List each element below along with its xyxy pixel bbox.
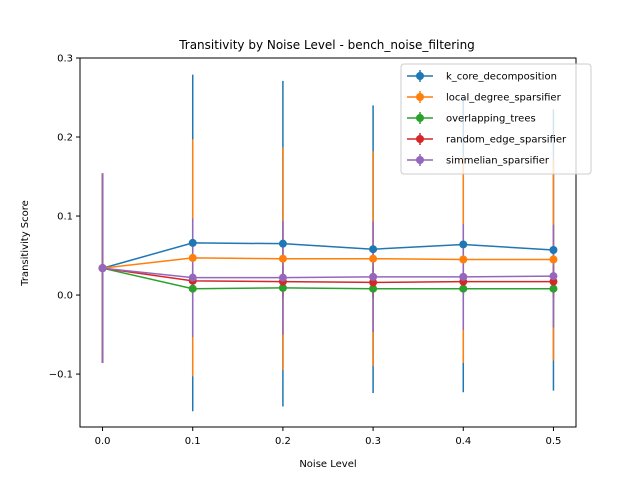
overlapping-trees-line (102, 267, 554, 290)
k-core-decomposition-point (188, 238, 197, 247)
y-tick-label: −0.1 (49, 370, 73, 381)
legend-box (400, 63, 592, 175)
k-core-decomposition-line (102, 242, 554, 269)
y-tick-label: 0.0 (57, 291, 73, 302)
local-degree-sparsifier-point (278, 254, 287, 263)
x-axis-title: Noise Level (299, 459, 356, 470)
x-tick-label: 0.2 (275, 436, 291, 447)
legend-label: overlapping_trees (446, 114, 536, 125)
k-core-decomposition-point (369, 245, 378, 254)
local-degree-sparsifier-line (102, 257, 554, 269)
legend-marker (416, 114, 424, 122)
random-edge-sparsifier-point (549, 277, 558, 286)
local-degree-sparsifier-point (369, 254, 378, 263)
overlapping-trees-point (549, 284, 558, 293)
x-tick-label: 0.3 (365, 436, 381, 447)
simmelian-sparsifier-point (549, 272, 558, 281)
x-tick-label: 0.1 (185, 436, 201, 447)
x-axis-ticks: 0.0 0.1 0.2 0.3 0.4 0.5 (95, 427, 562, 447)
local-degree-sparsifier-point (549, 255, 558, 264)
overlapping-trees-point (369, 284, 378, 293)
axes-frame (79, 57, 577, 428)
y-tick-label: 0.2 (57, 133, 73, 144)
legend-label: simmelian_sparsifier (446, 156, 550, 167)
overlapping-trees-point (459, 284, 468, 293)
legend-item-local-degree-sparsifier: local_degree_sparsifier (407, 91, 562, 104)
k-core-decomposition-point (459, 240, 468, 249)
legend-marker (416, 72, 424, 80)
plot-area (98, 74, 558, 412)
simmelian-sparsifier-point (98, 264, 107, 273)
legend-label: random_edge_sparsifier (446, 135, 567, 146)
y-axis-title: Transitivity Score (20, 200, 31, 287)
legend-marker (416, 93, 424, 101)
x-tick-label: 0.4 (455, 436, 471, 447)
legend-marker (416, 156, 424, 164)
x-tick-label: 0.0 (95, 436, 111, 447)
overlapping-trees-point (278, 283, 287, 292)
chart-title: Transitivity by Noise Level - bench_nois… (178, 38, 475, 52)
simmelian-sparsifier-point (459, 272, 468, 281)
legend-item-k-core-decomposition: k_core_decomposition (407, 70, 557, 83)
random-edge-sparsifier-line (102, 267, 554, 284)
overlapping-trees-point (188, 284, 197, 293)
simmelian-sparsifier-point (369, 272, 378, 281)
local-degree-sparsifier-point (188, 253, 197, 262)
k-core-decomposition-point (549, 246, 558, 255)
y-axis-ticks: −0.1 0.0 0.1 0.2 0.3 (49, 54, 80, 381)
series-lines (102, 242, 554, 290)
simmelian-sparsifier-point (188, 273, 197, 282)
legend-label: k_core_decomposition (446, 72, 557, 83)
local-degree-sparsifier-point (459, 255, 468, 264)
legend-item-simmelian-sparsifier: simmelian_sparsifier (407, 154, 550, 167)
legend-item-random-edge-sparsifier: random_edge_sparsifier (407, 133, 567, 146)
simmelian-sparsifier-line (102, 267, 554, 279)
legend-item-overlapping-trees: overlapping_trees (407, 112, 536, 125)
data-points (98, 238, 558, 293)
k-core-decomposition-point (278, 239, 287, 248)
legend-label: local_degree_sparsifier (446, 93, 562, 104)
legend-marker (416, 135, 424, 143)
y-tick-label: 0.3 (57, 54, 73, 65)
legend: k_core_decomposition local_degree_sparsif… (400, 63, 592, 175)
x-tick-label: 0.5 (546, 436, 562, 447)
simmelian-sparsifier-point (278, 273, 287, 282)
y-tick-label: 0.1 (57, 212, 73, 223)
random-edge-sparsifier-point (369, 278, 378, 287)
